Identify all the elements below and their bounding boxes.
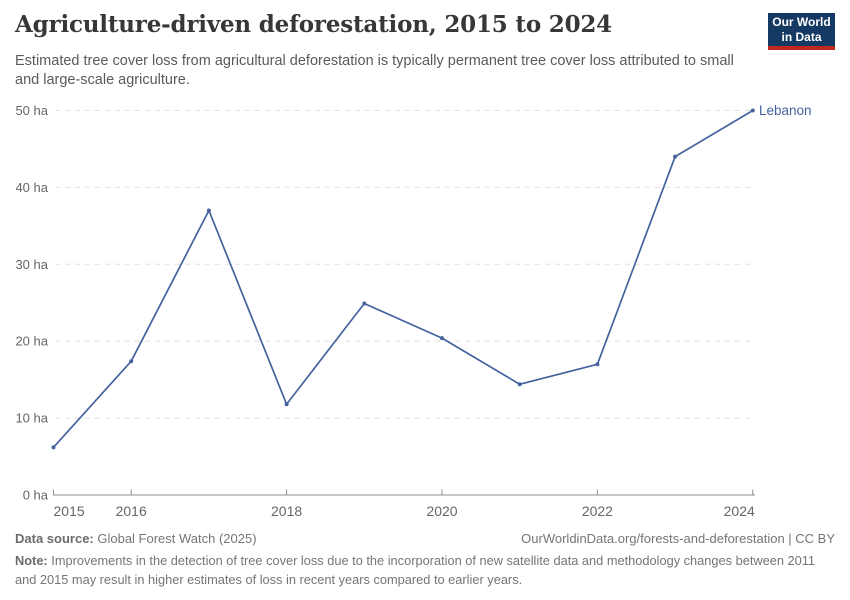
data-point-2015[interactable] [51,445,56,450]
x-axis-label-2015: 2015 [54,503,85,519]
x-axis-label-2022: 2022 [582,503,613,519]
footer-note-label: Note: [15,553,48,568]
data-point-2018[interactable] [284,402,289,407]
data-point-2022[interactable] [595,362,600,367]
x-axis-label-2016: 2016 [116,503,147,519]
data-point-2024[interactable] [750,108,755,113]
data-point-2016[interactable] [129,359,134,364]
data-source-label: Data source: [15,531,94,546]
footer-source-row: Data source: Global Forest Watch (2025) … [15,531,835,546]
series-end-label: Lebanon [759,103,812,118]
data-point-2020[interactable] [440,336,444,341]
data-point-2019[interactable] [362,301,367,306]
data-source-value: Global Forest Watch (2025) [93,531,257,546]
data-source: Data source: Global Forest Watch (2025) [15,531,257,546]
chart-subtitle: Estimated tree cover loss from agricultu… [15,53,734,89]
series-line-lebanon[interactable] [52,109,754,448]
owid-logo-line1: Our World [772,14,831,29]
x-axis-label-2024: 2024 [724,503,755,519]
line-chart[interactable]: 0 ha 10 ha 20 ha 30 ha 40 ha 50 ha 2015 2016 201… [0,95,850,530]
chart-title: Agriculture-driven deforestation, 2015 t… [15,11,612,38]
footer-note-text: Improvements in the detection of tree co… [15,553,816,587]
attribution-link[interactable]: OurWorldinData.org/forests-and-deforesta… [521,531,835,546]
x-axis-label-2020: 2020 [426,503,457,519]
data-point-2021[interactable] [517,382,522,387]
x-axis-label-2018: 2018 [271,503,302,519]
y-axis-label-10: 10 ha [15,411,48,426]
y-axis-label-40: 40 ha [15,180,48,195]
line-chart-svg[interactable]: 0 ha 10 ha 20 ha 30 ha 40 ha 50 ha 2015 2016 201… [0,95,850,530]
data-point-2017[interactable] [206,208,211,213]
y-axis-label-50: 50 ha [15,103,48,118]
y-axis-label-0: 0 ha [23,488,49,503]
owid-logo: Our World in Data [768,13,835,50]
y-axis-label-20: 20 ha [15,334,48,349]
footer-note: Note: Improvements in the detection of t… [15,552,836,590]
y-axis-label-30: 30 ha [15,257,48,272]
owid-logo-line2: in Data [781,29,822,44]
data-point-2023[interactable] [673,154,678,159]
